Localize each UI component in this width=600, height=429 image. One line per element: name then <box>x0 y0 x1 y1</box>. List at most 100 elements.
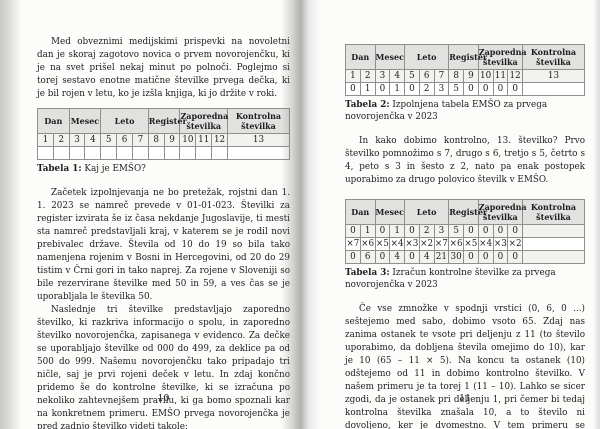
table-cell: 9 <box>163 133 181 147</box>
table-cell: 6 <box>359 250 376 264</box>
table-cell <box>522 82 585 96</box>
table-cell: 2 <box>52 133 70 147</box>
table-header-row: Dan Mesec Leto Register Zaporedna številka Ko… <box>345 199 585 225</box>
column-header: Zaporedna številka <box>477 44 527 70</box>
table-cell: 0 <box>492 224 509 238</box>
column-header: Kontrolna številka <box>522 199 585 225</box>
table-cell: ×6 <box>448 237 464 251</box>
table-cell <box>211 146 228 160</box>
table-cell: ×2 <box>507 237 523 251</box>
table-cell: 0 <box>477 224 494 238</box>
table-cell <box>195 146 213 160</box>
table-cell: 3 <box>374 69 391 83</box>
table-cell: 13 <box>522 69 585 83</box>
table-cell: ×3 <box>404 237 420 251</box>
table-cell: 12 <box>211 133 228 147</box>
page-left: Med obveznimi medijskimi prispevki na no… <box>37 0 290 429</box>
table-cell: 6 <box>418 69 435 83</box>
paragraph-izracun: Če vse zmnožke v spodnji vrstici (0, 6, … <box>345 304 585 429</box>
table-cell: 3 <box>433 224 450 238</box>
table-cell: 0 <box>477 250 494 264</box>
table-cell: 5 <box>448 82 464 96</box>
table-cell: 3 <box>433 82 450 96</box>
table-cell: 0 <box>404 224 420 238</box>
table-cell: 7 <box>433 69 450 83</box>
table-cell: 1 <box>359 82 376 96</box>
table-cell <box>522 237 585 251</box>
page-number-right: 11 <box>459 393 471 404</box>
table-cell: 6 <box>116 133 133 147</box>
paragraph-zaporedna: Naslednje tri številke predstavljajo zap… <box>37 305 290 429</box>
column-header: Mesec <box>374 199 405 225</box>
table-cell: 4 <box>389 69 405 83</box>
table-cell: 5 <box>404 69 420 83</box>
table-row: ×7 ×6 ×5 ×4 ×3 ×2 ×7 ×6 ×5 ×4 ×3 ×2 <box>345 237 585 251</box>
table-cell: 9 <box>463 69 479 83</box>
table-cell: 0 <box>507 250 523 264</box>
page-number-left: 10 <box>157 393 170 404</box>
paragraph-register: Začetek izpolnjevanja ne bo pretežak, ro… <box>37 188 290 302</box>
table1-caption-label: Tabela 1: <box>37 164 82 174</box>
table2-caption: Tabela 2: Izpolnjena tabela EMŠO za prve… <box>345 99 585 123</box>
table-cell <box>100 146 118 160</box>
paragraph-kontrolna: In kako dobimo kontrolno, 13. številko? … <box>345 136 585 185</box>
column-header: Dan <box>37 108 70 134</box>
table-cell: 30 <box>448 250 464 264</box>
table-cell: ×5 <box>374 237 391 251</box>
table-cell: 8 <box>448 69 464 83</box>
table-cell: 0 <box>374 224 391 238</box>
table-cell: 11 <box>492 69 509 83</box>
table-cell: ×6 <box>359 237 376 251</box>
column-header: Zaporedna številka <box>477 199 527 225</box>
table-cell: ×3 <box>492 237 509 251</box>
column-header: Register <box>448 44 487 70</box>
column-header: Leto <box>403 44 450 70</box>
table-cell: 2 <box>359 69 376 83</box>
table-cell <box>52 146 70 160</box>
table-cell: 0 <box>345 82 361 96</box>
table-cell: 4 <box>389 250 405 264</box>
table-cell <box>147 146 165 160</box>
table2-caption-text: Izpolnjena tabela EMŠO za prvega novoroj… <box>345 100 548 122</box>
table-cell: 0 <box>492 250 509 264</box>
page-edge-shadow-right <box>593 0 600 429</box>
table-cell: ×2 <box>418 237 435 251</box>
table3-caption: Tabela 3: Izračun kontrolne številke za … <box>345 267 585 291</box>
table-cell: 1 <box>389 82 405 96</box>
column-header: Leto <box>403 199 450 225</box>
table-cell: 0 <box>463 250 479 264</box>
table-cell: 0 <box>374 82 391 96</box>
column-header: Mesec <box>68 108 102 134</box>
table-cell: 3 <box>68 133 86 147</box>
table-row <box>37 146 290 160</box>
table-cell: 1 <box>37 133 54 147</box>
column-header: Dan <box>345 199 376 225</box>
table-emso-filled: Dan Mesec Leto Register Zaporedna številka Ko… <box>345 44 585 96</box>
column-header: Kontrolna številka <box>227 108 290 134</box>
column-header: Leto <box>100 108 149 134</box>
table3-caption-text: Izračun kontrolne številke za prvega nov… <box>345 268 556 290</box>
table-row: 1 2 3 4 5 6 7 8 9 10 11 12 13 <box>37 133 290 147</box>
table-cell: 0 <box>477 82 494 96</box>
table-cell: 7 <box>131 133 149 147</box>
table-cell: 0 <box>404 82 420 96</box>
table-cell <box>227 146 290 160</box>
table-cell: ×4 <box>389 237 405 251</box>
table-cell: 1 <box>389 224 405 238</box>
page-right: Dan Mesec Leto Register Zaporedna številka Ko… <box>345 0 585 429</box>
table-cell: 5 <box>448 224 464 238</box>
table-cell: 0 <box>374 250 391 264</box>
table-cell: 2 <box>418 82 435 96</box>
table-cell: 0 <box>404 250 420 264</box>
table-row: 0 6 0 4 0 4 21 30 0 0 0 0 <box>345 250 585 264</box>
table-cell <box>522 250 585 264</box>
table-cell: ×5 <box>463 237 479 251</box>
table-cell: 1 <box>345 69 361 83</box>
table-cell <box>116 146 133 160</box>
table-cell <box>163 146 181 160</box>
table-cell: 2 <box>418 224 435 238</box>
table-kontrolna-izracun: Dan Mesec Leto Register Zaporedna številka Ko… <box>345 199 585 264</box>
table-cell: 13 <box>227 133 290 147</box>
table-cell: 1 <box>359 224 376 238</box>
